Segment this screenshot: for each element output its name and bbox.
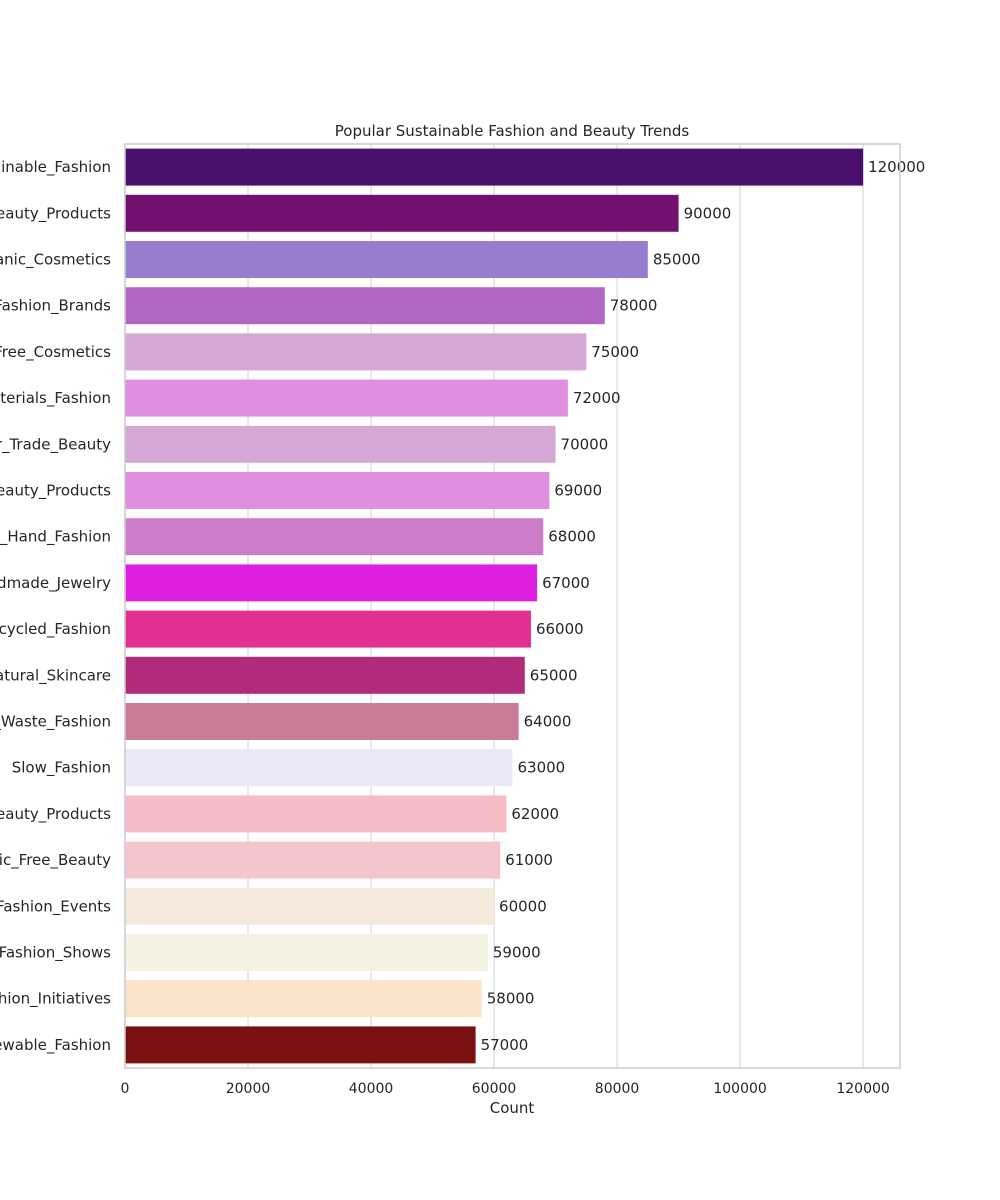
- category-label: _Fashion_Events: [0, 897, 111, 916]
- x-tick-label: 80000: [595, 1081, 640, 1097]
- bar: [125, 887, 495, 925]
- category-label: _Waste_Fashion: [0, 713, 111, 732]
- bar: [125, 934, 488, 971]
- value-label: 60000: [499, 897, 547, 915]
- value-label: 75000: [591, 343, 639, 361]
- value-label: 57000: [481, 1036, 529, 1054]
- value-label: 59000: [493, 944, 541, 962]
- category-label: Beauty_Products: [0, 482, 111, 501]
- x-axis-title: Count: [490, 1099, 535, 1117]
- x-tick-label: 120000: [836, 1081, 889, 1097]
- value-label: 65000: [530, 666, 578, 684]
- value-label: 69000: [554, 482, 602, 500]
- bar: [125, 980, 482, 1018]
- grid-lines: [124, 144, 864, 1068]
- category-label: Fashion_Brands: [0, 297, 111, 316]
- category-label: aterials_Fashion: [0, 389, 111, 408]
- category-label: _Fashion_Shows: [0, 944, 111, 963]
- plot-frame: [124, 143, 901, 1069]
- bar: [125, 656, 525, 694]
- bar: [125, 703, 519, 740]
- category-label: ir_Trade_Beauty: [0, 435, 111, 454]
- bar: [125, 241, 648, 278]
- category-label: d_Hand_Fashion: [0, 528, 111, 547]
- value-label: 62000: [511, 805, 559, 823]
- bar: [125, 148, 864, 186]
- value-label: 64000: [524, 713, 572, 731]
- category-label: Beauty_Products: [0, 204, 111, 223]
- value-label: 68000: [548, 528, 596, 546]
- value-label: 72000: [573, 389, 621, 407]
- bar: [125, 564, 538, 602]
- bar: [125, 1026, 476, 1064]
- bar: [125, 518, 544, 556]
- value-label: 85000: [653, 251, 701, 269]
- bar: [125, 472, 550, 509]
- value-label: 58000: [487, 990, 535, 1008]
- category-label: tic_Free_Beauty: [0, 851, 111, 870]
- category-labels: ainable_Fashion Beauty_Products ganic_Cosm…: [0, 158, 111, 1055]
- category-label: ainable_Fashion: [0, 158, 111, 177]
- category-label: Slow_Fashion: [12, 759, 111, 778]
- category-label: Natural_Skincare: [0, 666, 111, 685]
- bar: [125, 194, 679, 232]
- x-tick-label: 100000: [713, 1081, 766, 1097]
- category-label: Free_Cosmetics: [0, 343, 111, 362]
- x-tick-label: 40000: [349, 1081, 394, 1097]
- x-tick-label: 0: [121, 1081, 130, 1097]
- value-labels: 120000 90000 85000 78000 75000 72000 70000 6900…: [481, 158, 926, 1054]
- value-label: 67000: [542, 574, 590, 592]
- value-label: 70000: [561, 435, 609, 453]
- bar: [125, 333, 587, 371]
- bar: [125, 425, 556, 463]
- category-label: pcycled_Fashion: [0, 620, 111, 639]
- chart-title: Popular Sustainable Fashion and Beauty T…: [335, 122, 690, 140]
- bar: [125, 749, 513, 787]
- bar: [125, 287, 605, 325]
- bars: [125, 148, 864, 1064]
- value-label: 63000: [518, 759, 566, 777]
- bar: [125, 610, 531, 648]
- bar: [125, 379, 568, 417]
- category-label: ganic_Cosmetics: [0, 251, 111, 270]
- value-label: 120000: [868, 158, 925, 176]
- bar: [125, 795, 507, 833]
- x-tick-label: 20000: [226, 1081, 271, 1097]
- value-label: 66000: [536, 620, 584, 638]
- x-axis-ticks: 0 20000 40000 60000 80000 100000 120000: [121, 1081, 890, 1097]
- value-label: 61000: [505, 851, 553, 869]
- category-label: Beauty_Products: [0, 805, 111, 824]
- category-label: ashion_Initiatives: [0, 990, 111, 1009]
- x-tick-label: 60000: [472, 1081, 517, 1097]
- category-label: ewable_Fashion: [0, 1036, 111, 1055]
- value-label: 78000: [610, 297, 658, 315]
- bar: [125, 841, 501, 879]
- value-label: 90000: [684, 204, 732, 222]
